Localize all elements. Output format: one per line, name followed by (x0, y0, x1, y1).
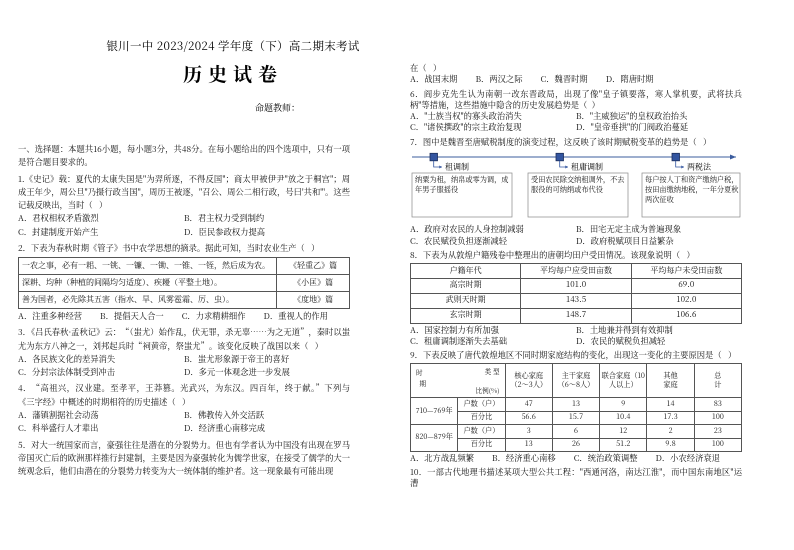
svg-text:租调制: 租调制 (445, 161, 469, 172)
svg-text:租庸调制: 租庸调制 (571, 161, 603, 172)
svg-text:两税法: 两税法 (687, 161, 712, 172)
